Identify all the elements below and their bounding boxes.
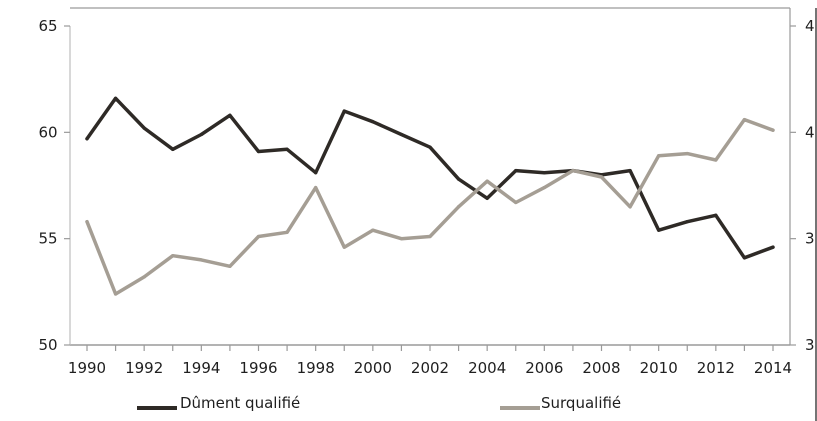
data-point [514, 169, 518, 173]
data-point [113, 96, 118, 100]
data-point [371, 120, 375, 124]
data-point [771, 128, 775, 132]
data-point [542, 171, 546, 175]
data-point [456, 177, 461, 181]
x-tick-label: 2000 [354, 359, 392, 377]
data-point [314, 186, 318, 190]
legend-label: Surqualifié [541, 394, 621, 412]
x-tick-label: 2014 [754, 359, 792, 377]
x-tick-label: 2006 [525, 359, 563, 377]
data-point [342, 109, 346, 113]
data-point [714, 158, 718, 162]
data-point [485, 196, 489, 200]
data-point [514, 200, 518, 205]
y-right-tick-label: 3 [805, 336, 815, 354]
data-point [199, 132, 203, 137]
x-tick-label: 2010 [640, 359, 678, 377]
y-axis-left-ticks: 50 55 60 65 [38, 17, 70, 354]
x-tick-label: 2012 [697, 359, 735, 377]
data-point [428, 145, 432, 149]
legend: Dûment qualifié Surqualifié [137, 394, 621, 412]
data-point [85, 220, 89, 224]
data-point [171, 147, 175, 151]
data-point [714, 213, 718, 217]
x-tick-label: 1992 [125, 359, 163, 377]
data-point [342, 245, 346, 249]
x-axis-ticks: 1990 1992 1994 1996 1998 2000 2002 2004 2006 2008… [68, 345, 792, 377]
data-point [599, 175, 604, 179]
data-point [542, 186, 546, 190]
data-point [399, 132, 404, 137]
data-point [657, 228, 661, 232]
data-point [228, 113, 232, 117]
data-point [685, 152, 689, 156]
x-tick-label: 2004 [468, 359, 506, 377]
x-tick-label: 2002 [411, 359, 449, 377]
data-point [142, 126, 146, 130]
data-point [199, 258, 203, 262]
data-point [314, 171, 318, 175]
data-point [256, 149, 261, 154]
y-right-tick-label: 4 [805, 123, 815, 141]
data-point [628, 205, 632, 209]
data-point [85, 137, 89, 141]
data-point [685, 220, 689, 224]
data-point [171, 254, 175, 258]
x-tick-label: 1996 [239, 359, 277, 377]
series-line-0 [85, 96, 775, 260]
x-tick-label: 1998 [297, 359, 335, 377]
y-right-tick-label: 3 [805, 230, 815, 248]
data-point [285, 147, 289, 151]
legend-label: Dûment qualifié [180, 394, 300, 412]
data-point [428, 234, 432, 239]
data-point [742, 256, 747, 260]
data-point [485, 179, 489, 183]
y-left-tick-label: 65 [38, 17, 57, 35]
series-layer [85, 96, 775, 296]
data-point [228, 264, 232, 268]
x-tick-label: 1990 [68, 359, 106, 377]
data-point [285, 230, 289, 234]
y-left-tick-label: 60 [38, 123, 57, 141]
data-point [371, 228, 375, 232]
data-point [628, 169, 632, 173]
data-point [399, 237, 404, 241]
y-axis-right-ticks: 3 3 4 4 [790, 17, 815, 354]
x-tick-label: 1994 [182, 359, 220, 377]
data-point [456, 205, 461, 209]
data-point [256, 234, 261, 239]
data-point [657, 154, 661, 158]
x-tick-label: 2008 [582, 359, 620, 377]
data-point [742, 117, 747, 122]
data-point [771, 245, 775, 249]
data-point [571, 169, 575, 173]
y-right-tick-label: 4 [805, 17, 815, 35]
data-point [142, 275, 146, 279]
y-left-tick-label: 55 [38, 230, 57, 248]
data-point [113, 292, 118, 296]
y-left-tick-label: 50 [38, 336, 57, 354]
